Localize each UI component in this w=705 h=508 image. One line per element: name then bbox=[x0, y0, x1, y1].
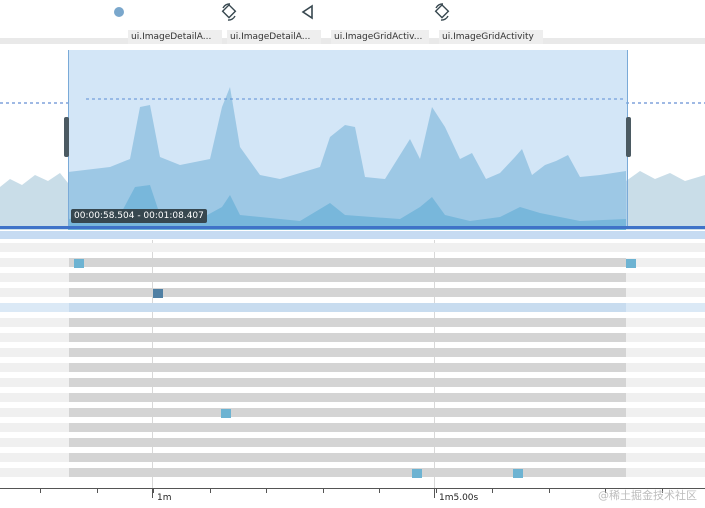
thread-activity-bar bbox=[69, 348, 626, 357]
rotate-icon[interactable] bbox=[432, 2, 452, 22]
time-axis bbox=[0, 488, 705, 489]
thread-row[interactable] bbox=[0, 438, 705, 447]
back-triangle-icon[interactable] bbox=[298, 2, 318, 22]
thread-row[interactable] bbox=[0, 408, 705, 417]
thread-row[interactable] bbox=[0, 288, 705, 297]
axis-tick bbox=[549, 488, 550, 493]
thread-activity-bar bbox=[69, 408, 626, 417]
thread-row[interactable] bbox=[0, 258, 705, 267]
axis-tick bbox=[323, 488, 324, 493]
thread-activity-bar bbox=[69, 453, 626, 462]
thread-activity-bar bbox=[69, 423, 626, 432]
thread-row[interactable] bbox=[0, 318, 705, 327]
axis-tick bbox=[210, 488, 211, 493]
thread-row[interactable] bbox=[0, 273, 705, 282]
selection-range[interactable] bbox=[68, 50, 628, 228]
watermark-text: @稀土掘金技术社区 bbox=[598, 489, 697, 502]
thread-row[interactable] bbox=[0, 333, 705, 342]
axis-tick-label: 1m5.00s bbox=[439, 493, 479, 503]
thread-activity-bar bbox=[69, 393, 626, 402]
event-label[interactable]: ui.ImageDetailA... bbox=[128, 30, 222, 44]
thread-activity-bar bbox=[69, 273, 626, 282]
thread-state-marker[interactable] bbox=[153, 289, 163, 298]
thread-row[interactable] bbox=[0, 303, 705, 312]
range-start-handle[interactable] bbox=[64, 117, 69, 157]
thread-row[interactable] bbox=[0, 453, 705, 462]
thread-row[interactable] bbox=[0, 423, 705, 432]
axis-tick bbox=[379, 488, 380, 493]
axis-tick bbox=[436, 488, 437, 493]
thread-row[interactable] bbox=[0, 468, 705, 477]
rotate-icon[interactable] bbox=[219, 2, 239, 22]
timeline-band bbox=[0, 231, 705, 239]
axis-tick bbox=[605, 488, 606, 493]
event-label[interactable]: ui.ImageGridActivity bbox=[439, 30, 543, 44]
thread-activity-bar bbox=[69, 333, 626, 342]
axis-tick bbox=[153, 488, 154, 493]
axis-tick bbox=[662, 488, 663, 493]
thread-activity-bar bbox=[69, 378, 626, 387]
event-label[interactable]: ui.ImageGridActiv... bbox=[331, 30, 429, 44]
axis-tick-label: 1m bbox=[157, 493, 172, 503]
axis-tick bbox=[492, 488, 493, 493]
dot-icon[interactable] bbox=[109, 2, 129, 22]
thread-state-marker[interactable] bbox=[221, 409, 231, 418]
thread-state-marker[interactable] bbox=[74, 259, 84, 268]
thread-row[interactable] bbox=[0, 243, 705, 252]
thread-state-marker[interactable] bbox=[412, 469, 422, 478]
selection-range-label: 00:00:58.504 - 00:01:08.407 bbox=[71, 209, 207, 223]
thread-row[interactable] bbox=[0, 348, 705, 357]
thread-activity-bar bbox=[69, 363, 626, 372]
timeline-baseline bbox=[0, 226, 705, 229]
event-label[interactable]: ui.ImageDetailA... bbox=[227, 30, 321, 44]
thread-activity-bar bbox=[69, 288, 626, 297]
thread-state-marker[interactable] bbox=[626, 259, 636, 268]
thread-row[interactable] bbox=[0, 393, 705, 402]
axis-tick bbox=[40, 488, 41, 493]
axis-major-tick bbox=[434, 488, 435, 498]
range-end-handle[interactable] bbox=[626, 117, 631, 157]
thread-state-marker[interactable] bbox=[513, 469, 523, 478]
memory-chart[interactable] bbox=[0, 47, 705, 230]
axis-major-tick bbox=[152, 488, 153, 498]
thread-activity-bar bbox=[69, 438, 626, 447]
thread-activity-bar bbox=[69, 318, 626, 327]
thread-activity-bar bbox=[69, 258, 626, 267]
axis-tick bbox=[266, 488, 267, 493]
thread-activity-bar bbox=[69, 303, 626, 312]
thread-row[interactable] bbox=[0, 363, 705, 372]
axis-tick bbox=[97, 488, 98, 493]
thread-activity-bar bbox=[69, 468, 626, 477]
thread-row[interactable] bbox=[0, 378, 705, 387]
